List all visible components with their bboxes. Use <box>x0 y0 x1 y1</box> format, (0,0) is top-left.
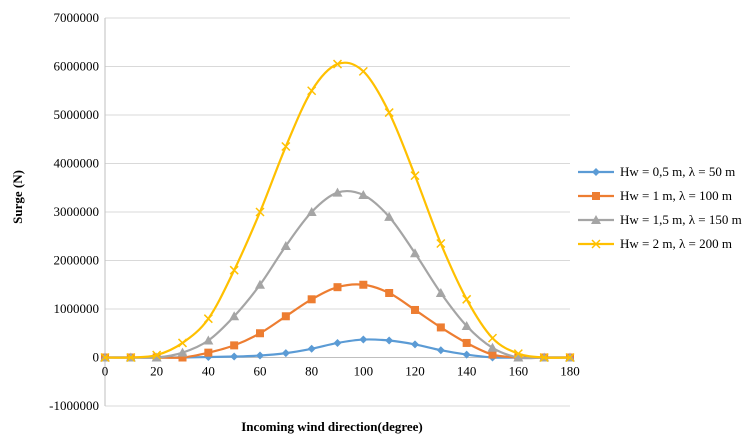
point-marker <box>229 311 240 321</box>
x-tick-label: 60 <box>254 364 267 379</box>
x-tick-label: 120 <box>405 364 425 379</box>
y-tick-label: 4000000 <box>54 156 100 171</box>
point-marker <box>384 108 394 118</box>
x-tick-label: 80 <box>305 364 318 379</box>
point-marker <box>281 312 290 321</box>
point-marker <box>333 283 342 292</box>
series-4 <box>100 59 575 363</box>
series-layer <box>100 59 575 363</box>
gridlines <box>105 17 570 407</box>
legend-item: Hw = 2 m, λ = 200 m <box>578 236 732 251</box>
point-marker <box>151 352 162 362</box>
legend-label: Hw = 2 m, λ = 200 m <box>620 236 732 251</box>
legend: Hw = 0,5 m, λ = 50 m Hw = 1 m, λ = 100 m H… <box>578 164 742 251</box>
point-marker <box>358 66 368 76</box>
legend-label: Hw = 1,5 m, λ = 150 m <box>620 212 742 227</box>
y-tick-label: 6000000 <box>54 59 100 74</box>
point-marker <box>591 239 601 249</box>
point-marker <box>230 352 239 361</box>
point-marker <box>255 279 265 289</box>
point-marker <box>436 323 445 332</box>
point-marker <box>513 352 524 362</box>
point-marker <box>100 352 110 363</box>
point-marker <box>487 342 498 352</box>
point-marker <box>126 352 136 363</box>
point-marker <box>152 350 162 360</box>
point-marker <box>204 348 213 357</box>
point-marker <box>436 346 445 355</box>
point-marker <box>281 141 291 152</box>
point-marker <box>591 215 601 224</box>
point-marker <box>359 335 368 344</box>
y-axis-label: Surge (N) <box>10 170 25 224</box>
point-marker <box>307 86 317 96</box>
point-marker <box>565 352 575 363</box>
legend-label: Hw = 0,5 m, λ = 50 m <box>620 164 735 179</box>
point-marker <box>462 350 471 359</box>
point-marker <box>462 294 472 304</box>
series-line <box>105 189 570 360</box>
y-tick-label: 2000000 <box>54 253 100 268</box>
x-tick-label: 20 <box>150 364 163 379</box>
point-marker <box>384 211 395 221</box>
point-marker <box>411 305 419 314</box>
point-marker <box>592 168 600 176</box>
point-marker <box>461 320 472 330</box>
point-marker <box>332 187 343 197</box>
point-marker <box>229 265 239 275</box>
x-tick-label: 160 <box>509 364 529 379</box>
point-marker <box>436 238 446 249</box>
x-tick-label: 40 <box>202 364 215 379</box>
point-marker <box>255 207 265 217</box>
point-marker <box>256 329 264 338</box>
point-marker <box>513 349 523 359</box>
tick-labels: -1000000 0 1000000 2000000 3000000 4000000 500… <box>49 10 580 413</box>
point-marker <box>203 335 214 345</box>
point-marker <box>487 333 498 343</box>
point-marker <box>177 347 188 357</box>
x-tick-label: 100 <box>354 364 374 379</box>
point-marker <box>307 344 316 353</box>
point-marker <box>385 288 394 297</box>
point-marker <box>177 338 188 348</box>
legend-item: Hw = 1,5 m, λ = 150 m <box>578 212 742 227</box>
point-marker <box>359 280 368 289</box>
x-tick-label: 180 <box>560 364 580 379</box>
point-marker <box>256 351 264 360</box>
legend-label: Hw = 1 m, λ = 100 m <box>620 188 732 203</box>
x-axis-label: Incoming wind direction(degree) <box>241 419 423 434</box>
point-marker <box>358 190 369 200</box>
y-tick-label: 3000000 <box>54 204 100 219</box>
y-tick-label: 1000000 <box>54 301 100 316</box>
point-marker <box>203 314 213 324</box>
point-marker <box>230 341 239 350</box>
point-marker <box>435 287 446 297</box>
point-marker <box>488 350 497 359</box>
point-marker <box>539 352 549 363</box>
point-marker <box>411 340 419 349</box>
point-marker <box>306 207 317 216</box>
point-marker <box>280 240 291 250</box>
point-marker <box>410 248 420 258</box>
legend-item: Hw = 1 m, λ = 100 m <box>578 188 732 203</box>
y-tick-label: -1000000 <box>49 398 99 413</box>
point-marker <box>385 336 394 345</box>
point-marker <box>332 59 343 69</box>
x-tick-label: 0 <box>102 364 109 379</box>
point-marker <box>462 338 471 347</box>
series-line <box>104 61 571 359</box>
x-tick-label: 140 <box>457 364 477 379</box>
point-marker <box>333 338 342 347</box>
y-tick-label: 0 <box>93 350 100 365</box>
point-marker <box>592 192 600 200</box>
point-marker <box>307 295 316 304</box>
series-3 <box>100 187 575 362</box>
legend-item: Hw = 0,5 m, λ = 50 m <box>578 164 735 179</box>
point-marker <box>178 353 187 362</box>
y-tick-label: 7000000 <box>54 10 100 25</box>
point-marker <box>281 349 290 358</box>
y-tick-label: 5000000 <box>54 107 100 122</box>
point-marker <box>410 171 420 181</box>
